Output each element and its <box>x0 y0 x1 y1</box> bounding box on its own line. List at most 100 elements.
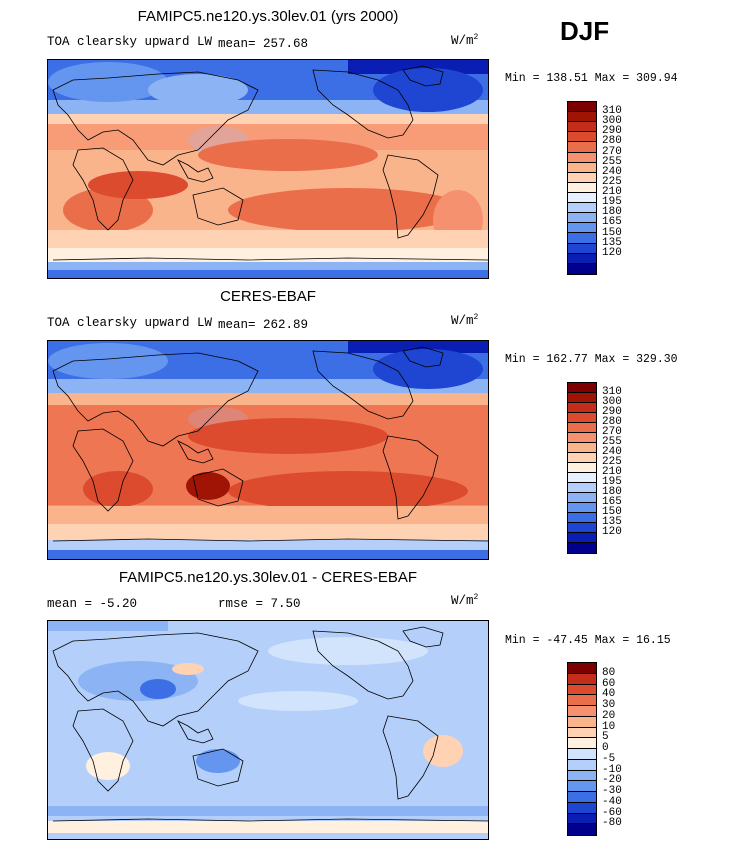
panel2-map <box>47 340 489 560</box>
season-label: DJF <box>560 16 610 46</box>
colorbar-swatch <box>568 738 596 749</box>
colorbar-tick-label: 270 <box>602 426 622 438</box>
panel1-variable: TOA clearsky upward LW <box>47 35 213 49</box>
panel2-variable: TOA clearsky upward LW <box>47 316 213 330</box>
panel1-title: FAMIPC5.ne120.ys.30lev.01 (yrs 2000) <box>137 8 399 25</box>
colorbar-swatch <box>568 383 596 393</box>
colorbar-tick-label: 300 <box>602 396 622 408</box>
panel1-map <box>47 59 489 279</box>
colorbar-tick-label: 120 <box>602 246 622 259</box>
colorbar-tick-label: 80 <box>602 666 616 679</box>
colorbar-swatch <box>568 706 596 717</box>
colorbar-tick-label: 40 <box>602 688 616 701</box>
panel1-mean-label: mean= <box>218 37 256 51</box>
colorbar-swatch <box>568 182 596 193</box>
units-exponent: 2 <box>473 33 479 42</box>
panel1-units: W/m2 <box>451 33 478 48</box>
colorbar-swatch <box>568 132 596 143</box>
colorbar-swatch <box>568 463 596 473</box>
panel2-units: W/m2 <box>451 313 478 328</box>
colorbar-swatch <box>568 142 596 153</box>
panel3-mean: mean = -5.20 <box>47 597 138 611</box>
panel3-minmax: Min = -47.45 Max = 16.15 <box>505 634 671 647</box>
colorbar-swatch <box>568 192 596 204</box>
colorbar-tick-label: 270 <box>602 145 622 158</box>
colorbar-swatch <box>568 663 596 674</box>
panel1-mean-value: 257.68 <box>263 37 309 51</box>
colorbar-tick-label: 150 <box>602 226 622 239</box>
panel2-mean-value: 262.89 <box>263 318 309 332</box>
colorbar-swatch <box>568 403 596 413</box>
colorbar-tick-label: 195 <box>602 476 622 488</box>
colorbar-tick-label: 120 <box>602 526 622 538</box>
colorbar-tick-label: 300 <box>602 115 622 128</box>
colorbar-swatch <box>568 533 596 543</box>
colorbar-swatch <box>568 684 596 696</box>
panel2-mean-label: mean= <box>218 318 256 332</box>
colorbar-tick-label: 30 <box>602 699 616 711</box>
panel2-mean: mean= 262.89 <box>218 318 308 332</box>
colorbar-swatch <box>568 543 596 553</box>
colorbar-swatch <box>568 493 596 503</box>
units-exponent: 2 <box>473 593 479 602</box>
colorbar-swatch <box>568 253 596 264</box>
panel1-map-svg <box>48 60 488 278</box>
colorbar-swatch <box>568 716 596 728</box>
colorbar-swatch <box>568 223 596 234</box>
colorbar-tick-label: 180 <box>602 206 622 219</box>
colorbar-swatch <box>568 203 596 214</box>
colorbar-swatch <box>568 152 596 163</box>
colorbar-swatch <box>568 792 596 803</box>
colorbar-tick-label: 310 <box>602 386 622 398</box>
colorbar-tick-label: 210 <box>602 186 622 199</box>
colorbar-swatch <box>568 473 596 483</box>
colorbar-tick-label: -20 <box>602 774 622 787</box>
colorbar-swatch <box>568 483 596 493</box>
colorbar-tick-label: 280 <box>602 416 622 428</box>
colorbar-swatch <box>568 453 596 463</box>
panel2-minmax: Min = 162.77 Max = 329.30 <box>505 353 678 366</box>
colorbar-tick-label: 280 <box>602 135 622 148</box>
colorbar-swatch <box>568 263 596 274</box>
panel3-map <box>47 620 489 840</box>
panel1-mean: mean= 257.68 <box>218 37 308 51</box>
colorbar-swatch <box>568 112 596 123</box>
colorbar-swatch <box>568 503 596 513</box>
colorbar-swatch <box>568 162 596 173</box>
colorbar-tick-label: 0 <box>602 742 609 754</box>
colorbar-swatch <box>568 813 596 825</box>
colorbar-swatch <box>568 413 596 423</box>
colorbar-tick-label: -30 <box>602 785 622 797</box>
colorbar-tick-label: 290 <box>602 406 622 418</box>
colorbar-swatch <box>568 759 596 771</box>
colorbar-tick-label: -10 <box>602 763 622 776</box>
panel2-title: CERES-EBAF <box>220 288 316 305</box>
colorbar-swatch <box>568 243 596 254</box>
colorbar-tick-label: -5 <box>602 752 616 765</box>
colorbar-tick-label: -60 <box>602 806 622 819</box>
colorbar-tick-label: 225 <box>602 456 622 468</box>
colorbar-tick-label: 195 <box>602 196 622 209</box>
panel2-colorbar <box>567 382 597 554</box>
colorbar-tick-label: 210 <box>602 466 622 478</box>
colorbar-swatch <box>568 213 596 224</box>
colorbar-tick-label: -40 <box>602 795 622 808</box>
colorbar-tick-label: 240 <box>602 446 622 458</box>
colorbar-tick-label: 240 <box>602 165 622 178</box>
panel2-map-svg <box>48 341 488 559</box>
colorbar-tick-label: 310 <box>602 105 622 118</box>
colorbar-tick-label: 10 <box>602 720 616 733</box>
panel3-rmse: rmse = 7.50 <box>218 597 301 611</box>
panel3-map-svg <box>48 621 488 839</box>
colorbar-tick-label: 20 <box>602 709 616 722</box>
colorbar-tick-label: 165 <box>602 496 622 508</box>
panel1-minmax: Min = 138.51 Max = 309.94 <box>505 72 678 85</box>
colorbar-swatch <box>568 749 596 760</box>
colorbar-tick-label: 255 <box>602 155 622 168</box>
colorbar-swatch <box>568 233 596 244</box>
colorbar-swatch <box>568 172 596 183</box>
colorbar-swatch <box>568 781 596 792</box>
colorbar-swatch <box>568 513 596 523</box>
colorbar-tick-label: 180 <box>602 486 622 498</box>
colorbar-swatch <box>568 673 596 685</box>
